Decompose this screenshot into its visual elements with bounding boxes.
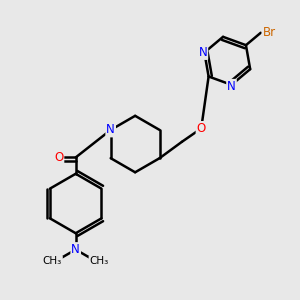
Text: N: N	[71, 243, 80, 256]
Text: Br: Br	[262, 26, 276, 39]
Text: O: O	[54, 151, 63, 164]
Text: N: N	[227, 80, 236, 93]
Text: CH₃: CH₃	[89, 256, 109, 266]
Text: CH₃: CH₃	[43, 256, 62, 266]
Text: N: N	[106, 123, 115, 136]
Text: O: O	[196, 122, 206, 135]
Text: N: N	[199, 46, 207, 59]
